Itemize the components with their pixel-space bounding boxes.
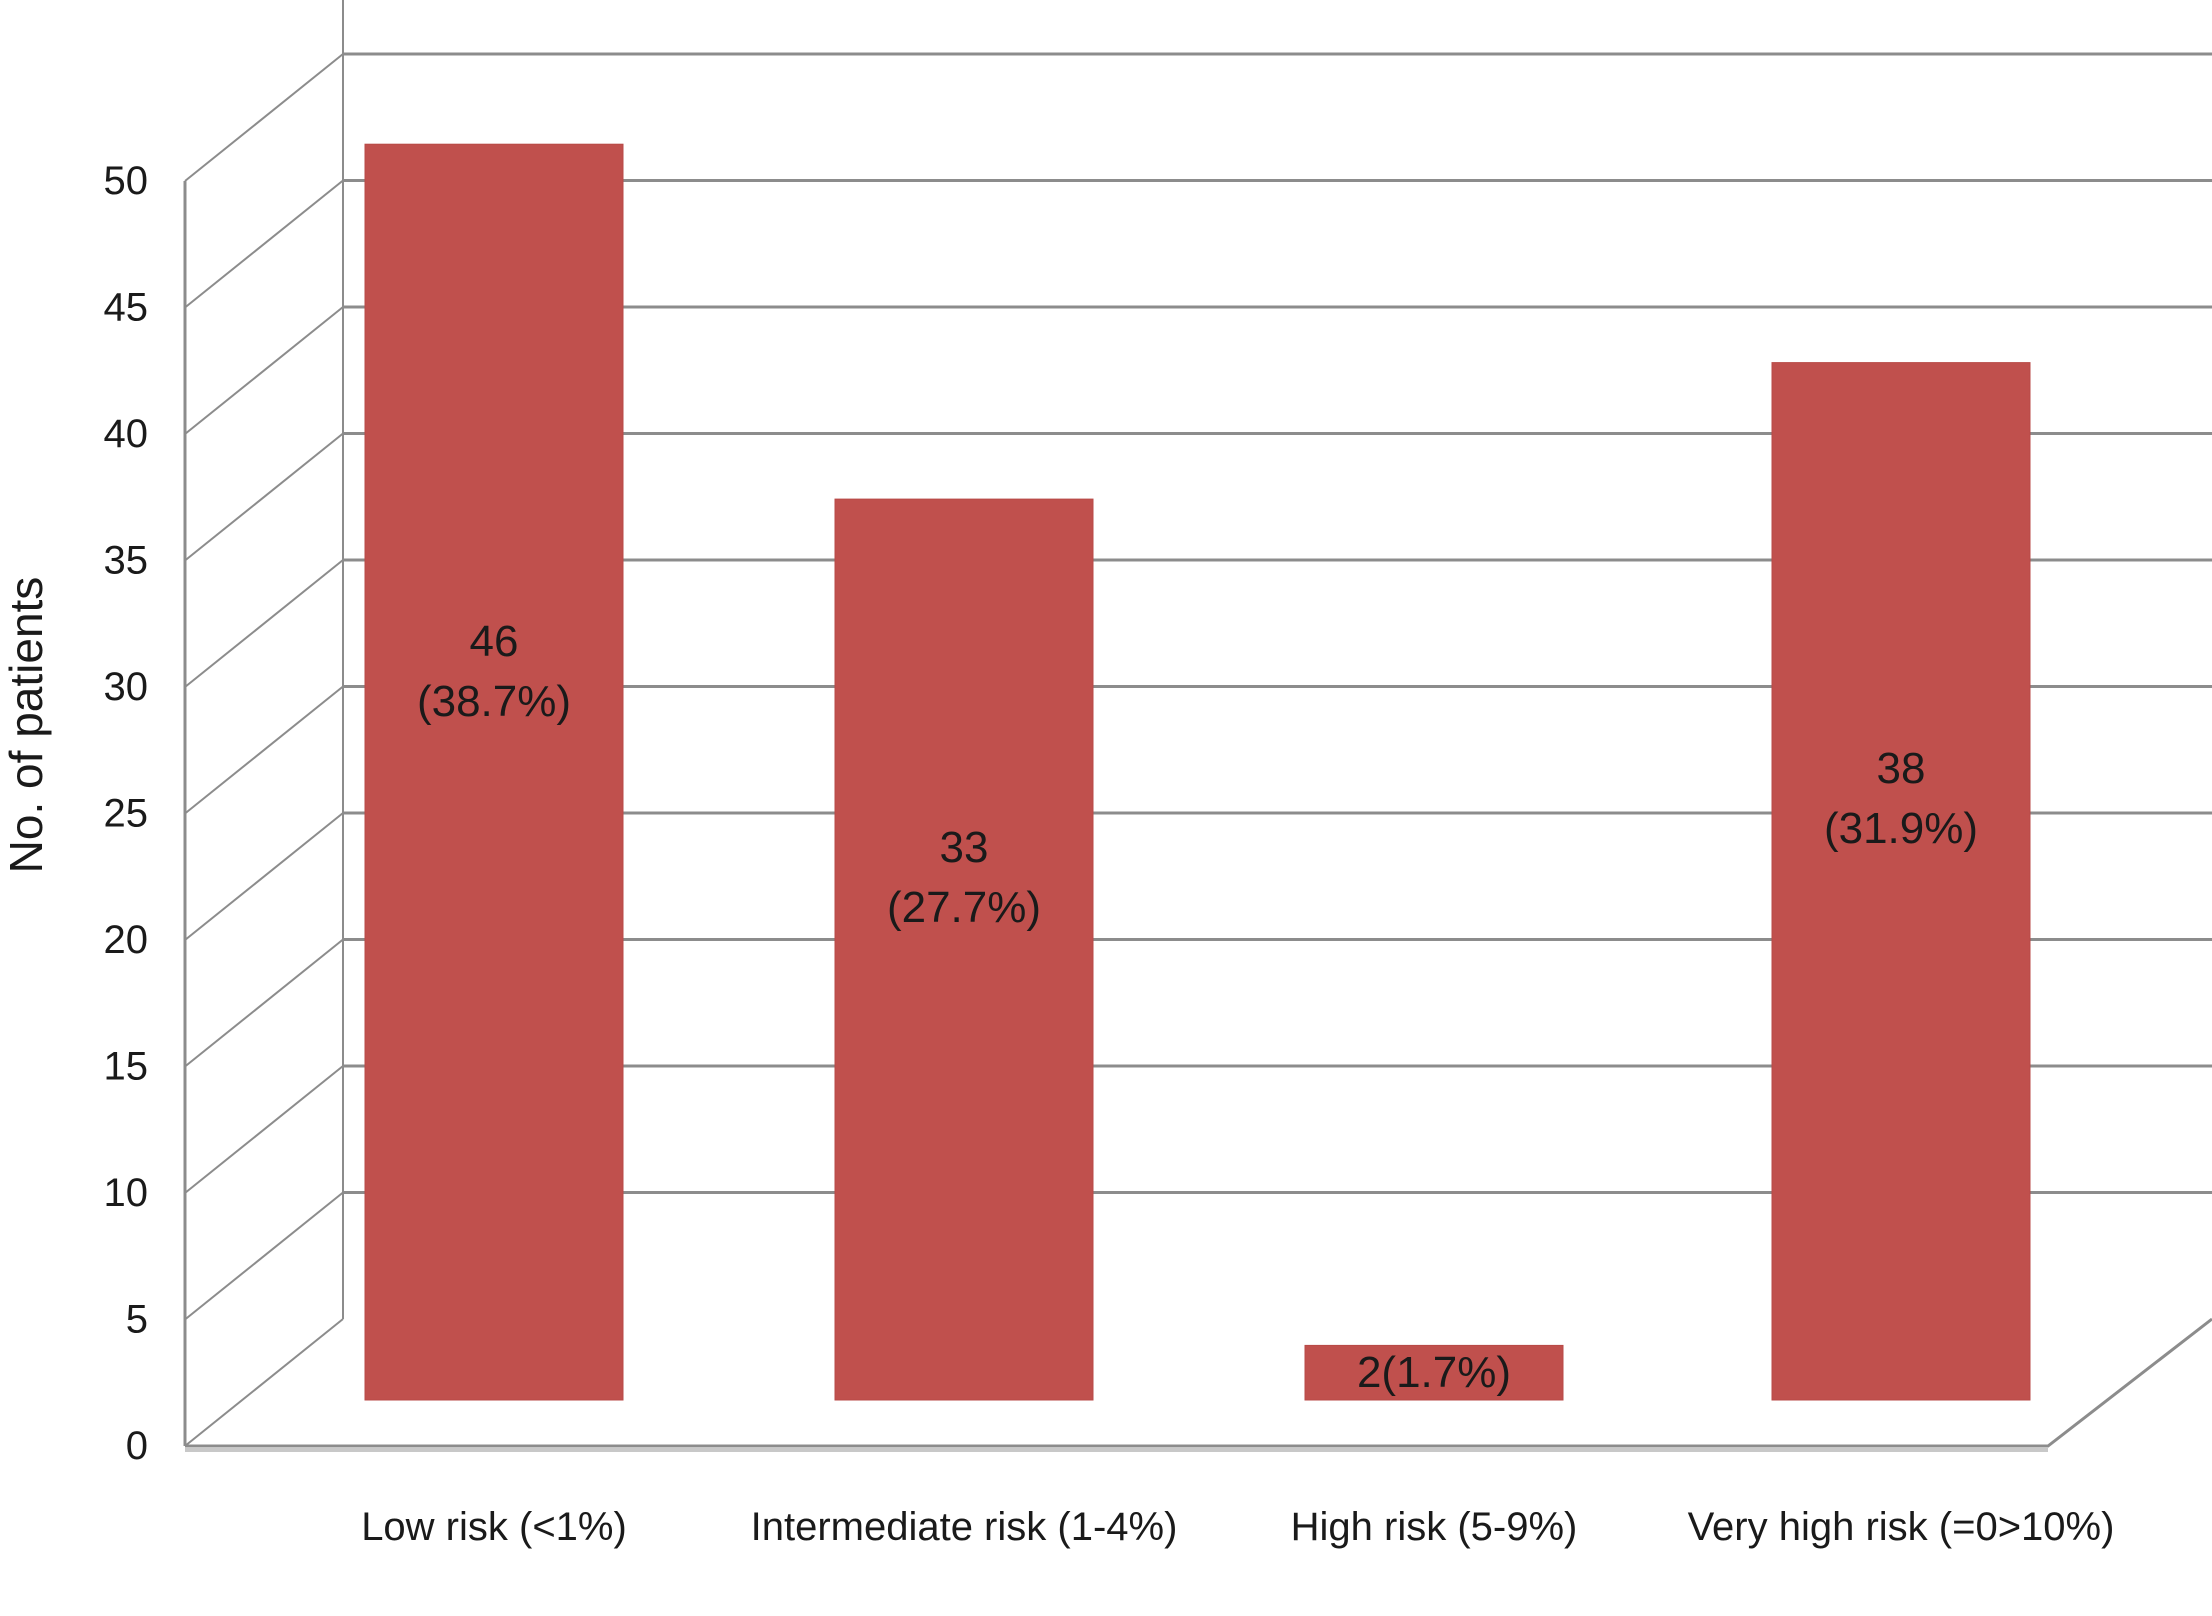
y-tick-label-10: 50	[104, 159, 149, 203]
y-tick-label-0: 0	[126, 1424, 148, 1468]
y-axis-label: No. of patients	[0, 577, 52, 874]
gridline-side	[184, 179, 344, 309]
data-label-3-1: (31.9%)	[1824, 804, 1978, 853]
gridline-side	[184, 938, 344, 1068]
gridline-side	[184, 559, 344, 688]
bar-2	[1304, 1344, 1564, 1401]
data-label-0-1: (38.7%)	[417, 677, 571, 726]
data-label-1-0: 33	[940, 823, 989, 872]
y-tick-label-3: 15	[104, 1045, 149, 1089]
gridline-side	[184, 1065, 344, 1194]
category-label-1: Intermediate risk (1-4%)	[751, 1505, 1178, 1549]
y-tick-label-7: 35	[104, 539, 149, 583]
data-label-1-1: (27.7%)	[887, 883, 1041, 932]
bar-1	[834, 498, 1094, 1401]
category-label-0: Low risk (<1%)	[361, 1505, 627, 1549]
bar-0	[364, 143, 624, 1401]
y-tick-label-9: 45	[104, 286, 149, 330]
data-label-0-0: 46	[470, 617, 519, 666]
y-tick-label-8: 40	[104, 412, 149, 456]
bar-3	[1771, 362, 2031, 1401]
gridline-side	[184, 685, 344, 815]
category-label-2: High risk (5-9%)	[1291, 1505, 1578, 1549]
gridline-side	[184, 432, 344, 562]
data-label-2-0: 2(1.7%)	[1357, 1348, 1511, 1397]
y-tick-label-1: 5	[126, 1298, 148, 1342]
gridline-side	[184, 812, 344, 941]
gridline-side	[184, 53, 344, 182]
data-labels: 46 (38.7%) 33 (27.7%) 2(1.7%) 38 (31.9%)	[417, 617, 1978, 1397]
y-tick-label-2: 10	[104, 1171, 149, 1215]
x-category-labels: Low risk (<1%) Intermediate risk (1-4%) Hi…	[361, 1505, 2114, 1549]
gridline-side	[184, 1318, 344, 1447]
y-tick-label-6: 30	[104, 665, 149, 709]
floor-edge	[185, 1317, 2212, 1448]
bars	[364, 143, 2031, 1401]
chart-floor	[185, 1317, 2212, 1452]
category-label-3: Very high risk (=0>10%)	[1688, 1505, 2115, 1549]
y-tick-label-5: 25	[104, 792, 149, 836]
y-tick-labels: 0 5 10 15 20 25 30 35 40 45 50	[104, 159, 149, 1468]
data-label-3-0: 38	[1877, 744, 1926, 793]
gridline-side	[184, 1191, 344, 1321]
y-tick-label-4: 20	[104, 918, 149, 962]
gridline-side	[184, 306, 344, 435]
